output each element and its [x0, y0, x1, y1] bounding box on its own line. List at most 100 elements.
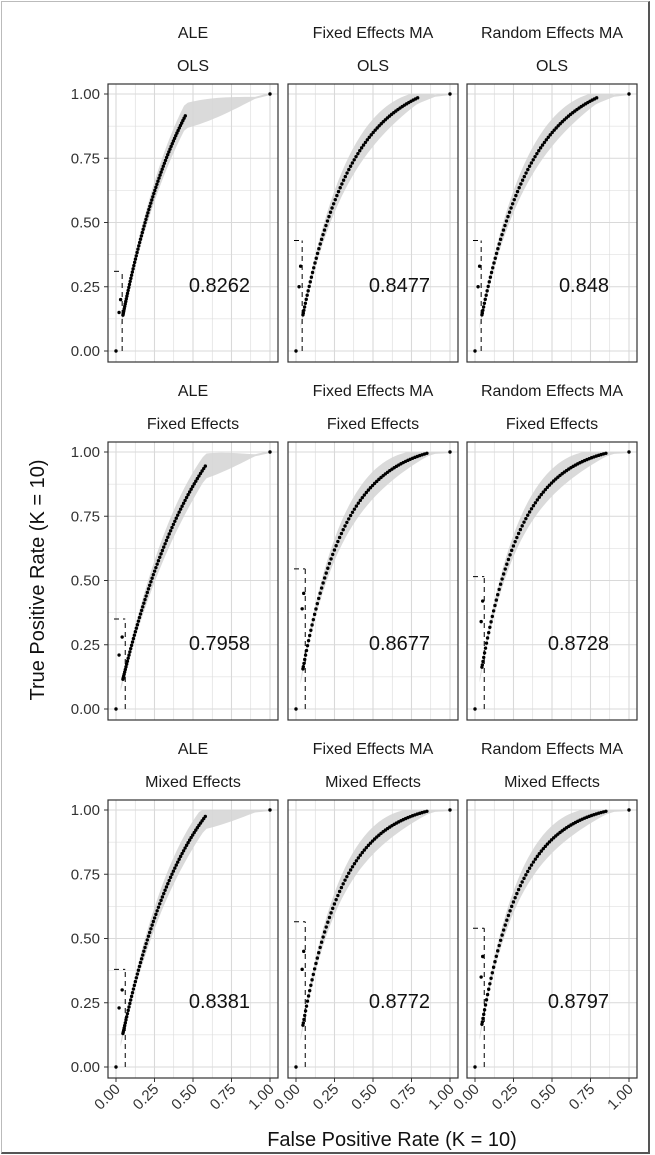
roc-point — [539, 492, 544, 497]
roc-point — [336, 539, 340, 544]
roc-point — [347, 517, 351, 521]
roc-point — [124, 299, 128, 304]
roc-point — [181, 501, 186, 505]
roc-point — [542, 140, 547, 145]
x-tick-label: 0.50 — [168, 1081, 201, 1114]
roc-point — [167, 532, 171, 536]
roc-point — [526, 513, 530, 517]
roc-point — [136, 619, 141, 623]
roc-point — [189, 835, 193, 840]
roc-point — [328, 210, 333, 214]
roc-point — [488, 275, 493, 279]
roc-point — [515, 891, 519, 896]
roc-point — [369, 133, 373, 137]
roc-point — [491, 965, 496, 969]
roc-point — [363, 140, 368, 145]
roc-point — [190, 833, 195, 837]
roc-point — [161, 164, 166, 168]
roc-point — [128, 279, 132, 284]
roc-point — [192, 830, 196, 835]
roc-point — [134, 254, 138, 258]
roc-point — [513, 895, 517, 900]
x-tick-label: 1.00 — [425, 1081, 458, 1114]
roc-point — [144, 594, 148, 598]
roc-point — [123, 302, 127, 306]
roc-point — [322, 576, 327, 580]
roc-point — [117, 310, 121, 315]
auc-label: 0.8728 — [548, 633, 609, 655]
roc-point — [148, 204, 152, 209]
roc-point — [347, 871, 351, 875]
roc-point — [128, 650, 132, 654]
roc-point — [350, 510, 355, 514]
roc-point — [163, 888, 167, 892]
roc-point — [481, 954, 485, 959]
roc-point — [327, 915, 332, 920]
roc-point — [318, 591, 322, 595]
roc-point — [329, 911, 333, 915]
roc-point — [156, 559, 161, 563]
roc-point — [481, 599, 485, 603]
roc-point — [527, 164, 532, 168]
roc-point — [152, 916, 157, 920]
roc-point — [483, 1003, 488, 1007]
roc-point — [329, 557, 333, 561]
roc-point — [506, 913, 511, 918]
roc-point — [514, 193, 518, 198]
roc-point — [509, 206, 513, 210]
roc-point — [535, 151, 539, 156]
roc-point — [529, 863, 534, 867]
roc-point — [513, 539, 517, 544]
roc-point — [331, 552, 335, 557]
roc-point — [152, 569, 157, 573]
roc-point — [354, 859, 359, 863]
roc-point — [489, 270, 494, 275]
roc-point — [304, 297, 308, 302]
roc-point — [533, 857, 538, 861]
roc-point — [337, 535, 342, 540]
roc-point — [268, 808, 272, 812]
panel-border — [466, 83, 638, 363]
panel-border — [287, 441, 459, 721]
roc-point — [159, 898, 163, 903]
roc-point — [501, 928, 506, 932]
roc-point — [522, 520, 526, 524]
roc-point — [358, 149, 362, 153]
roc-point — [200, 469, 204, 473]
roc-point — [186, 493, 190, 497]
roc-point — [503, 567, 507, 571]
roc-point — [194, 479, 198, 483]
roc-point — [310, 978, 314, 982]
roc-point — [500, 933, 504, 937]
panel-border — [466, 441, 638, 721]
roc-point — [533, 501, 538, 505]
roc-point — [341, 882, 345, 886]
facet-row-label: Mixed Effects — [504, 774, 600, 791]
roc-point — [306, 638, 311, 643]
roc-point — [312, 266, 316, 270]
roc-point — [138, 612, 143, 616]
roc-point — [321, 232, 325, 237]
roc-point — [531, 158, 535, 162]
roc-point — [448, 808, 452, 812]
roc-point — [322, 930, 327, 934]
roc-point — [168, 875, 173, 880]
roc-point — [136, 247, 140, 251]
roc-point — [124, 297, 129, 301]
roc-point — [493, 960, 497, 964]
roc-point — [136, 968, 141, 972]
auc-label: 0.8262 — [189, 275, 250, 297]
roc-point — [529, 161, 534, 165]
roc-point — [140, 230, 144, 235]
roc-point — [126, 656, 130, 660]
roc-point — [547, 483, 552, 487]
roc-point — [493, 603, 497, 608]
roc-point — [348, 164, 353, 168]
roc-point — [531, 504, 536, 508]
roc-point — [171, 522, 176, 527]
roc-point — [520, 880, 524, 884]
roc-point — [335, 193, 339, 198]
roc-point — [364, 490, 369, 495]
roc-point — [343, 174, 348, 179]
roc-point — [156, 905, 161, 909]
